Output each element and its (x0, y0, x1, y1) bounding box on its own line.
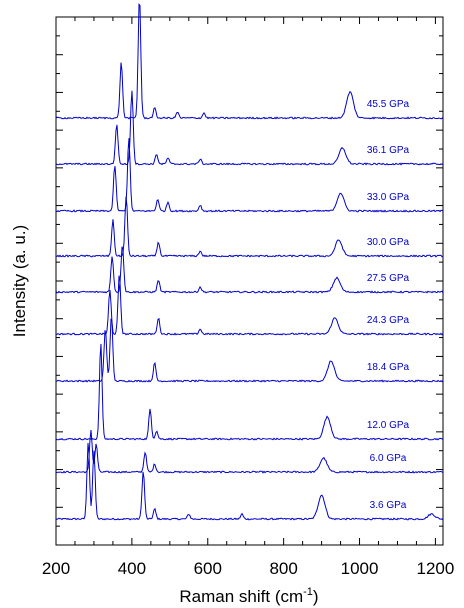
spectrum-line (55, 343, 444, 441)
spectrum-line (55, 275, 444, 336)
x-tick-label: 800 (269, 559, 297, 578)
pressure-label: 6.0 GPa (370, 453, 407, 464)
x-axis-ticks (55, 17, 436, 545)
spectrum-line (55, 2, 444, 120)
spectrum-line (55, 196, 444, 258)
spectrum-line (55, 442, 444, 521)
x-tick-label: 400 (118, 559, 146, 578)
spectrum-line (55, 90, 444, 166)
pressure-label: 45.5 GPa (367, 99, 410, 110)
spectrum-line (55, 138, 444, 213)
x-tick-label: 600 (194, 559, 222, 578)
x-tick-label: 200 (42, 559, 70, 578)
pressure-label: 36.1 GPa (367, 145, 410, 156)
y-axis-label: Intensity (a. u.) (10, 225, 29, 337)
pressure-label: 30.0 GPa (367, 237, 410, 248)
pressure-label: 12.0 GPa (367, 420, 410, 431)
x-tick-labels: 200 400 600 800 1000 1200 (42, 559, 455, 578)
x-axis-label: Raman shift (cm-1) (179, 586, 318, 606)
spectrum-line (55, 430, 444, 474)
x-tick-label: 1200 (416, 559, 454, 578)
spectrum-line (55, 246, 444, 294)
spectra-group (55, 2, 444, 521)
pressure-label: 18.4 GPa (367, 362, 410, 373)
spectrum-line (55, 318, 444, 383)
pressure-labels: 3.6 GPa 6.0 GPa 12.0 GPa 18.4 GPa 24.3 GPa 27… (367, 99, 410, 511)
pressure-label: 27.5 GPa (367, 273, 410, 284)
pressure-label: 3.6 GPa (370, 500, 407, 511)
y-axis-ticks (56, 16, 443, 546)
x-tick-label: 1000 (341, 559, 379, 578)
pressure-label: 24.3 GPa (367, 315, 410, 326)
pressure-label: 33.0 GPa (367, 192, 410, 203)
